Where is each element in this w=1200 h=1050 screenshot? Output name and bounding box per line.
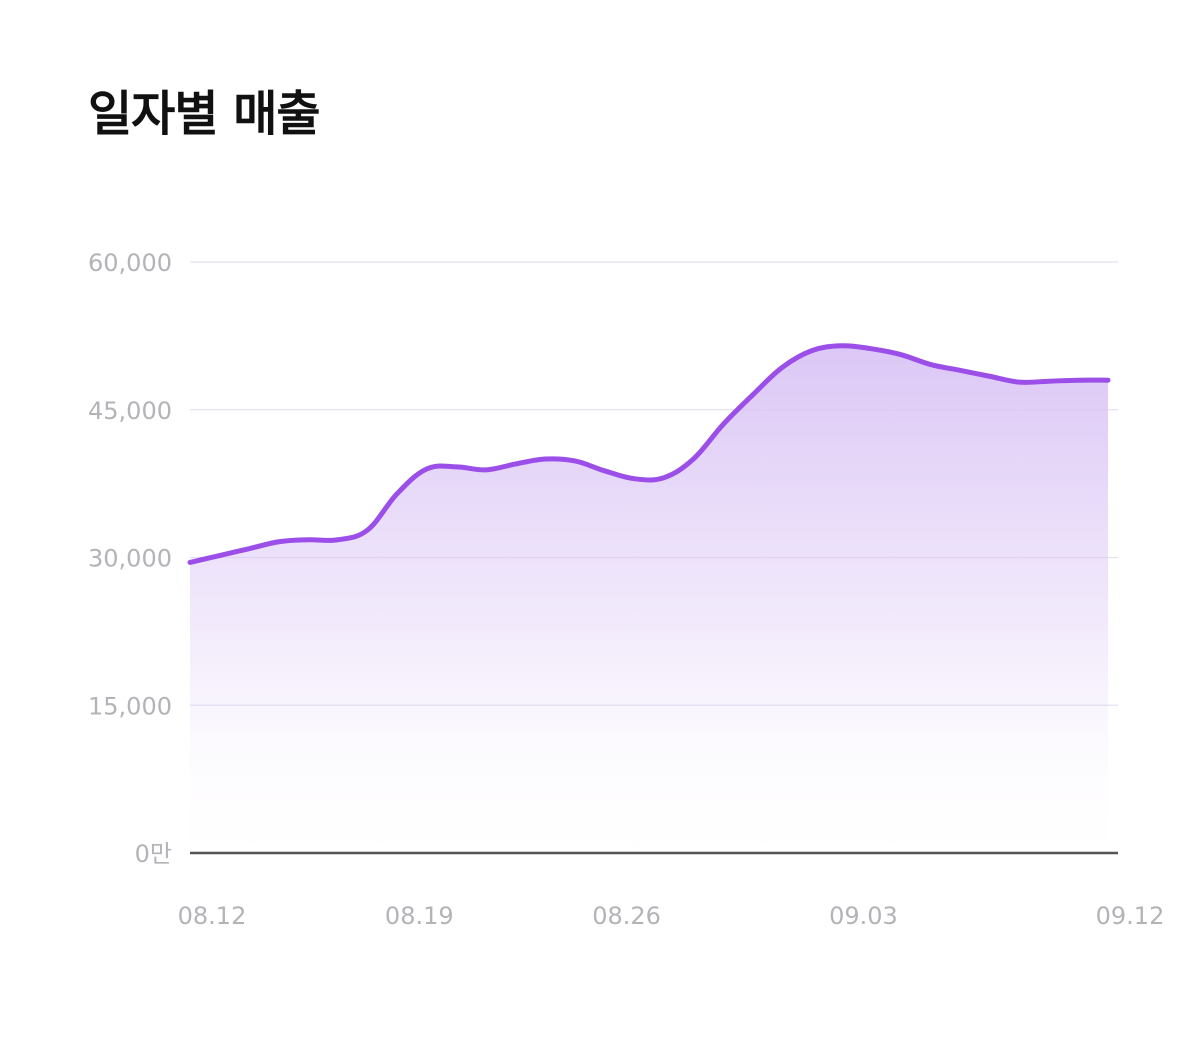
data-point-08.27: [632, 476, 637, 481]
y-tick-label: 60,000: [88, 249, 172, 277]
x-tick-label: 08.19: [385, 902, 454, 930]
data-point-08.22: [484, 467, 489, 472]
y-tick-label: 15,000: [88, 692, 172, 720]
data-point-08.13: [217, 553, 222, 558]
data-point-08.15: [276, 539, 281, 544]
data-point-09.03: [839, 343, 844, 348]
data-point-08.20: [424, 466, 429, 471]
data-point-08.25: [572, 458, 577, 463]
x-axis-ticks: 08.12 08.19 08.26 09.03 09.12: [178, 902, 1165, 930]
data-point-09.02: [809, 348, 814, 353]
y-tick-label: 0만: [135, 840, 172, 868]
data-point-08.23: [513, 461, 518, 466]
data-point-08.17: [336, 537, 341, 542]
chart-title: 일자별 매출: [88, 86, 321, 142]
data-point-08.16: [306, 537, 311, 542]
data-point-09.10: [1046, 379, 1051, 384]
data-point-08.30: [721, 422, 726, 427]
data-point-08.28: [661, 475, 666, 480]
data-point-09.12: [1106, 378, 1111, 383]
data-point-09.05: [898, 352, 903, 357]
data-point-09.08: [987, 374, 992, 379]
data-point-08.29: [691, 457, 696, 462]
data-point-08.21: [454, 464, 459, 469]
data-point-09.11: [1076, 378, 1081, 383]
y-tick-label: 30,000: [88, 545, 172, 573]
data-point-08.12: [188, 560, 193, 565]
data-point-09.06: [928, 362, 933, 367]
data-point-08.18: [365, 527, 370, 532]
y-tick-label: 45,000: [88, 397, 172, 425]
sales-area: [190, 345, 1108, 853]
data-point-08.31: [750, 392, 755, 397]
x-tick-label: 09.03: [829, 902, 898, 930]
data-point-08.26: [602, 468, 607, 473]
y-axis-ticks: 0만 15,000 30,000 45,000 60,000: [88, 249, 172, 868]
data-point-09.07: [957, 368, 962, 373]
data-point-08.14: [247, 546, 252, 551]
data-point-09.09: [1017, 380, 1022, 385]
data-point-08.24: [543, 457, 548, 462]
x-tick-label: 08.12: [178, 902, 247, 930]
sales-line: [187, 343, 1111, 565]
x-tick-label: 08.26: [592, 902, 661, 930]
x-tick-label: 09.12: [1096, 902, 1165, 930]
data-point-08.19: [395, 491, 400, 496]
data-point-09.01: [780, 365, 785, 370]
data-point-09.04: [869, 346, 874, 351]
